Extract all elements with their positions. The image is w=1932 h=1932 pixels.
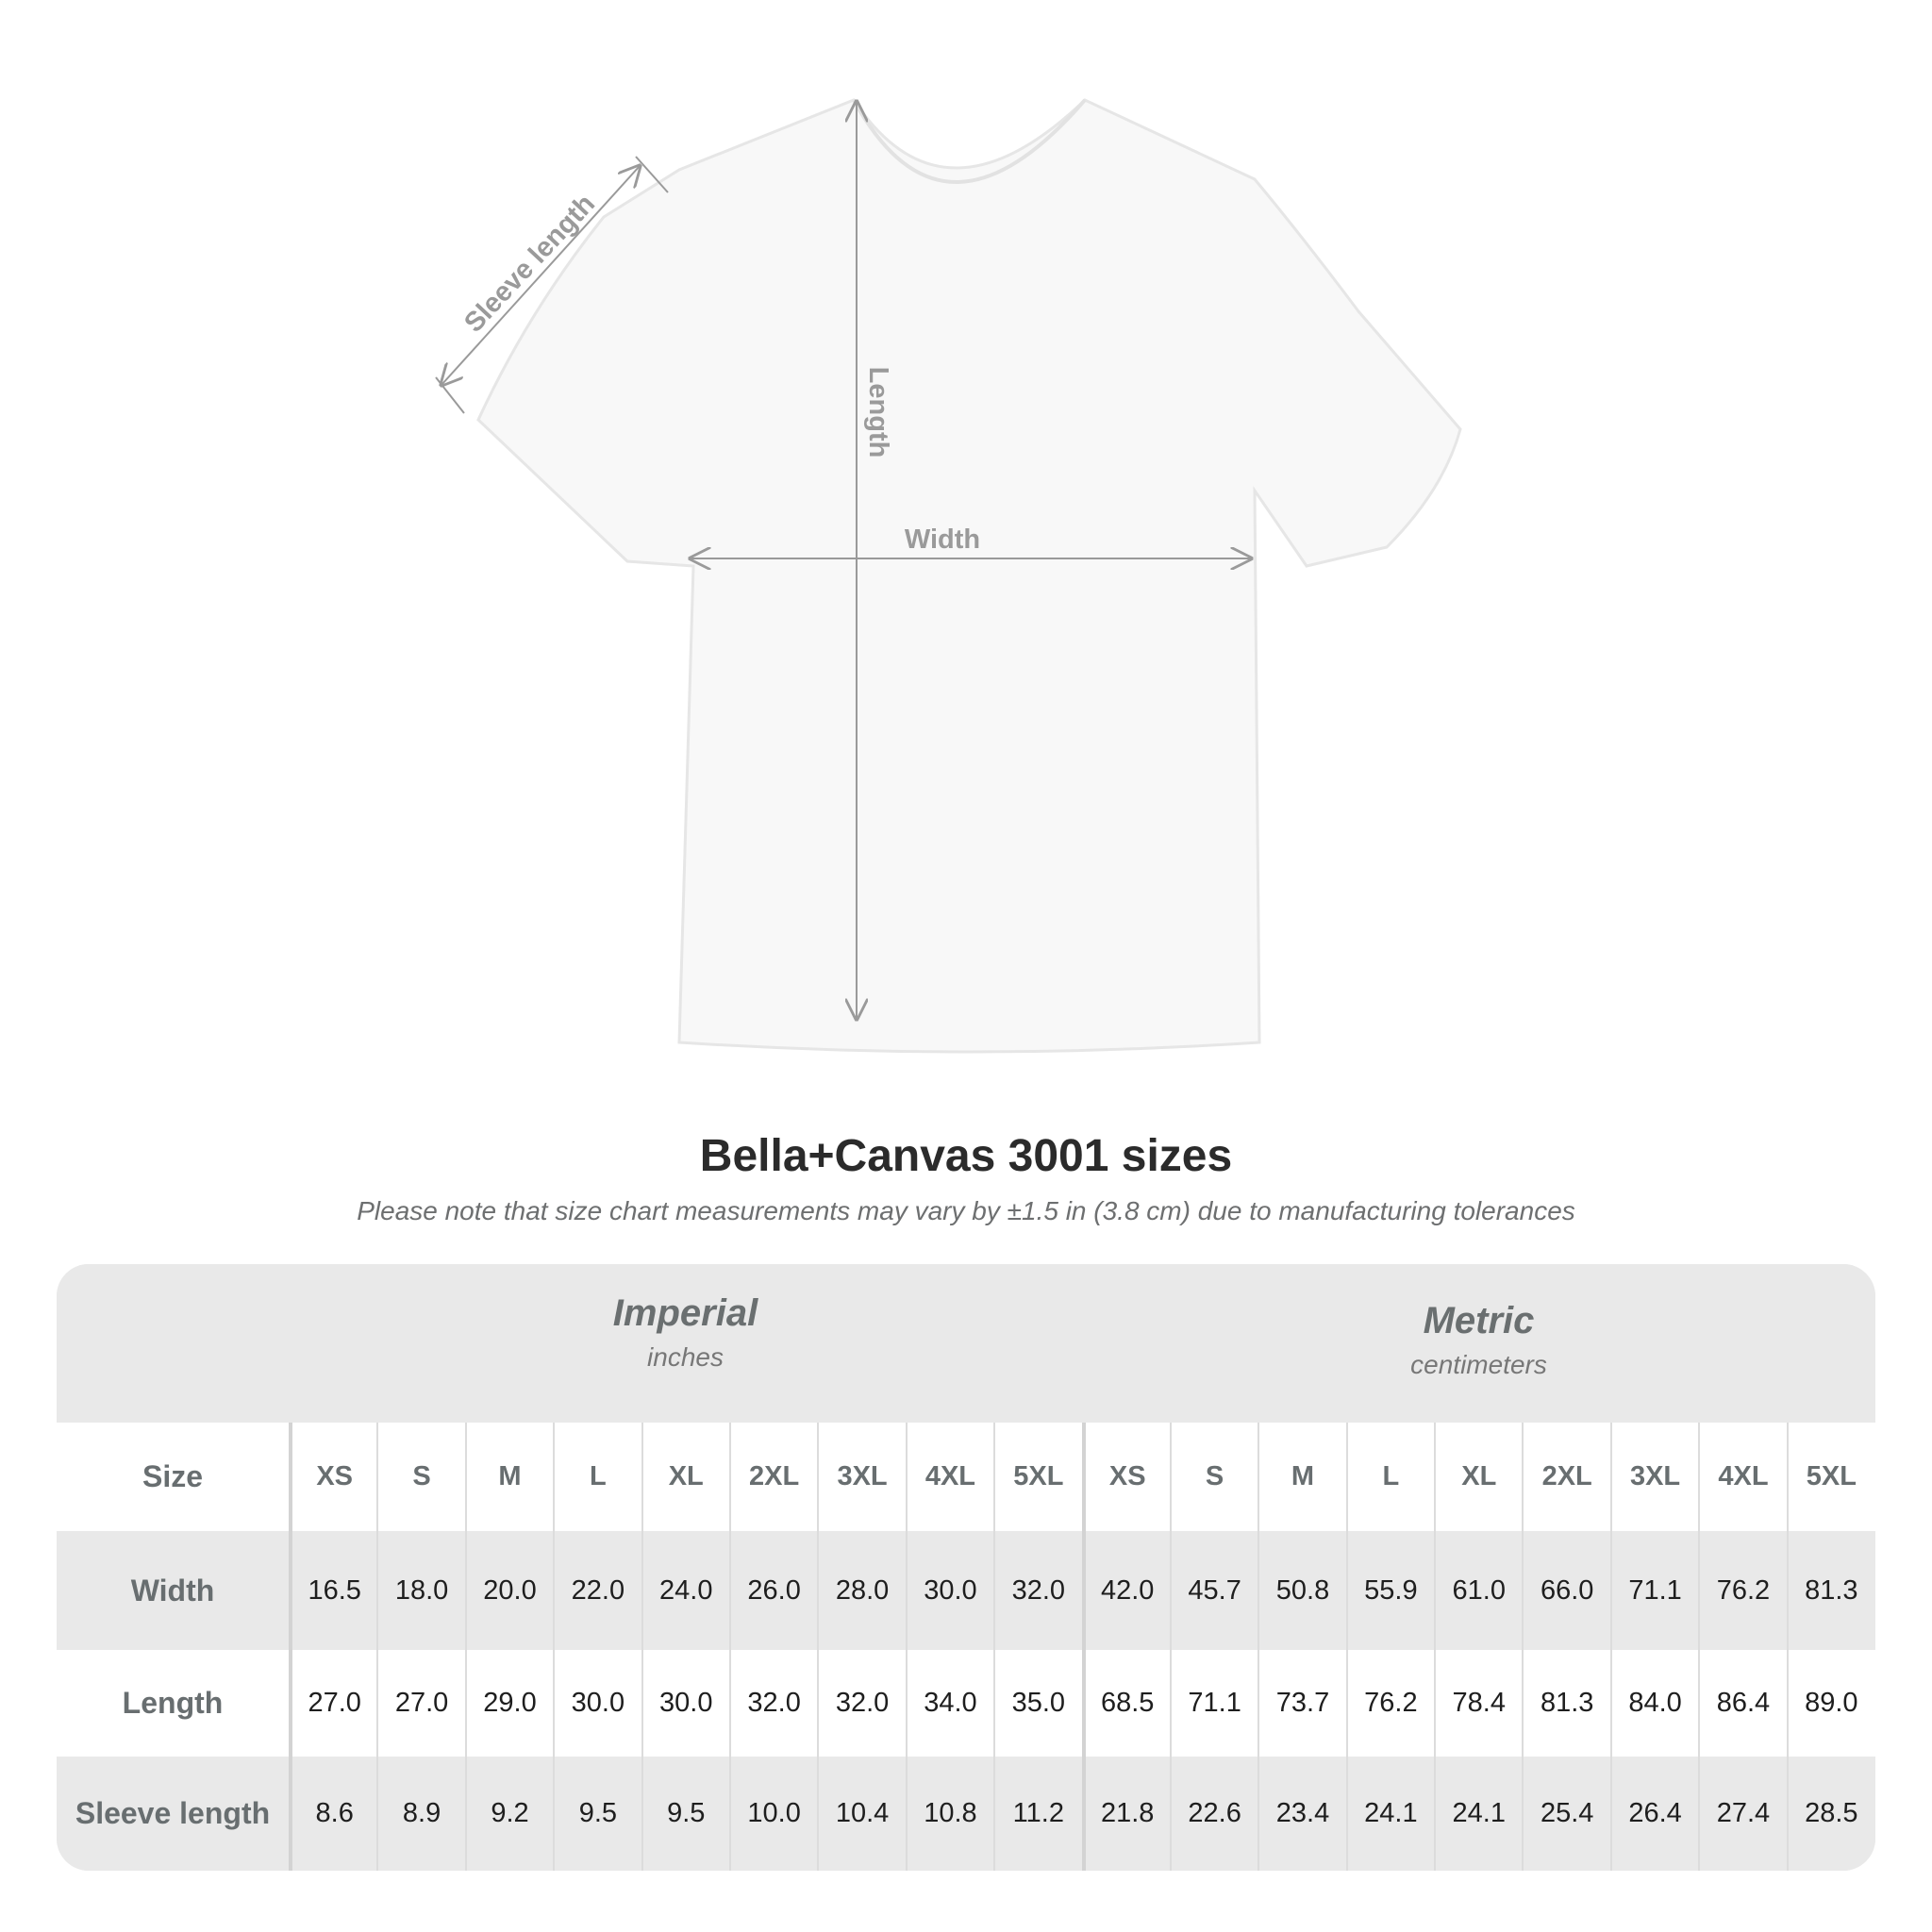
table-header-band: Imperial inches Metric centimeters [57, 1264, 1875, 1423]
metric-value-cell: 84.0 [1609, 1650, 1698, 1757]
imperial-value-cell: 32.0 [993, 1531, 1081, 1650]
imperial-value-cell: 18.0 [376, 1531, 464, 1650]
metric-value-cell: 76.2 [1698, 1531, 1786, 1650]
imperial-size-header: 5XL [993, 1423, 1081, 1531]
imperial-size-header: S [376, 1423, 464, 1531]
metric-value-cell: 81.3 [1522, 1650, 1609, 1757]
length-row: Length 27.0 27.0 29.0 30.0 30.0 32.0 32.0 34.0 35… [57, 1650, 1875, 1757]
metric-size-header: S [1169, 1423, 1257, 1531]
tshirt-shape [476, 98, 1462, 1054]
metric-value-cell: 71.1 [1169, 1650, 1257, 1757]
imperial-title: Imperial [612, 1292, 758, 1334]
imperial-value-cell: 20.0 [464, 1531, 553, 1650]
metric-size-header: XL [1434, 1423, 1522, 1531]
metric-value-cell: 42.0 [1081, 1531, 1170, 1650]
metric-value-cell: 66.0 [1522, 1531, 1609, 1650]
metric-value-cell: 78.4 [1434, 1650, 1522, 1757]
imperial-value-cell: 27.0 [289, 1650, 376, 1757]
imperial-size-header: L [553, 1423, 641, 1531]
metric-value-cell: 86.4 [1698, 1650, 1786, 1757]
metric-value-cell: 50.8 [1257, 1531, 1345, 1650]
imperial-value-cell: 22.0 [553, 1531, 641, 1650]
page-title: Bella+Canvas 3001 sizes [699, 1131, 1233, 1181]
metric-value-cell: 24.1 [1434, 1757, 1522, 1871]
imperial-size-header: M [464, 1423, 553, 1531]
imperial-size-header: 4XL [905, 1423, 993, 1531]
metric-value-cell: 55.9 [1345, 1531, 1434, 1650]
metric-unit: centimeters [1410, 1350, 1547, 1379]
metric-value-cell: 45.7 [1169, 1531, 1257, 1650]
size-row: Size XS S M L XL 2XL 3XL 4XL 5XL XS S M L XL 2XL 3XL 4XL 5… [57, 1423, 1875, 1531]
metric-size-header: 2XL [1522, 1423, 1609, 1531]
imperial-value-cell: 24.0 [641, 1531, 729, 1650]
metric-size-header: XS [1081, 1423, 1170, 1531]
imperial-header: Imperial inches [289, 1292, 1082, 1373]
metric-header: Metric centimeters [1082, 1300, 1875, 1380]
imperial-value-cell: 11.2 [993, 1757, 1081, 1871]
row-label: Length [122, 1686, 224, 1720]
imperial-value-cell: 8.6 [289, 1757, 376, 1871]
metric-value-cell: 25.4 [1522, 1757, 1609, 1871]
metric-value-cell: 89.0 [1786, 1650, 1874, 1757]
metric-size-header: 4XL [1698, 1423, 1786, 1531]
imperial-value-cell: 35.0 [993, 1650, 1081, 1757]
imperial-value-cell: 9.5 [641, 1757, 729, 1871]
imperial-value-cell: 16.5 [289, 1531, 376, 1650]
sleeve-length-row: Sleeve length 8.6 8.9 9.2 9.5 9.5 10.0 10.4 10.8… [57, 1757, 1875, 1871]
tshirt-diagram: Sleeve length Length Width [435, 98, 1462, 1054]
imperial-value-cell: 26.0 [728, 1531, 817, 1650]
width-label: Width [905, 525, 980, 555]
metric-value-cell: 22.6 [1169, 1757, 1257, 1871]
metric-title: Metric [1423, 1300, 1535, 1341]
metric-value-cell: 24.1 [1345, 1757, 1434, 1871]
metric-value-cell: 27.4 [1698, 1757, 1786, 1871]
imperial-value-cell: 10.8 [905, 1757, 993, 1871]
imperial-value-cell: 30.0 [553, 1650, 641, 1757]
metric-value-cell: 68.5 [1081, 1650, 1170, 1757]
metric-size-header: L [1345, 1423, 1434, 1531]
length-label: Length [863, 367, 893, 458]
metric-size-header: M [1257, 1423, 1345, 1531]
imperial-value-cell: 10.0 [728, 1757, 817, 1871]
imperial-value-cell: 32.0 [817, 1650, 905, 1757]
sleeve-arrow [441, 166, 640, 385]
imperial-value-cell: 10.4 [817, 1757, 905, 1871]
imperial-size-header: 3XL [817, 1423, 905, 1531]
metric-value-cell: 76.2 [1345, 1650, 1434, 1757]
imperial-size-header: XS [289, 1423, 376, 1531]
imperial-value-cell: 34.0 [905, 1650, 993, 1757]
metric-size-header: 5XL [1786, 1423, 1874, 1531]
metric-value-cell: 26.4 [1609, 1757, 1698, 1871]
tolerance-note: Please note that size chart measurements… [357, 1196, 1575, 1225]
imperial-value-cell: 9.2 [464, 1757, 553, 1871]
width-row: Width 16.5 18.0 20.0 22.0 24.0 26.0 28.0 30.0 32.… [57, 1531, 1875, 1650]
metric-value-cell: 28.5 [1786, 1757, 1874, 1871]
metric-value-cell: 81.3 [1786, 1531, 1874, 1650]
metric-value-cell: 73.7 [1257, 1650, 1345, 1757]
metric-value-cell: 71.1 [1609, 1531, 1698, 1650]
metric-value-cell: 21.8 [1081, 1757, 1170, 1871]
metric-value-cell: 23.4 [1257, 1757, 1345, 1871]
imperial-value-cell: 28.0 [817, 1531, 905, 1650]
row-label: Sleeve length [75, 1796, 271, 1830]
imperial-value-cell: 29.0 [464, 1650, 553, 1757]
imperial-value-cell: 32.0 [728, 1650, 817, 1757]
imperial-value-cell: 30.0 [641, 1650, 729, 1757]
metric-value-cell: 61.0 [1434, 1531, 1522, 1650]
imperial-value-cell: 30.0 [905, 1531, 993, 1650]
size-table: Imperial inches Metric centimeters Size X… [57, 1264, 1875, 1871]
imperial-size-header: XL [641, 1423, 729, 1531]
metric-size-header: 3XL [1609, 1423, 1698, 1531]
imperial-value-cell: 9.5 [553, 1757, 641, 1871]
imperial-value-cell: 27.0 [376, 1650, 464, 1757]
row-label: Size [142, 1459, 204, 1493]
row-label: Width [130, 1573, 215, 1607]
imperial-size-header: 2XL [728, 1423, 817, 1531]
imperial-value-cell: 8.9 [376, 1757, 464, 1871]
imperial-unit: inches [647, 1342, 724, 1372]
